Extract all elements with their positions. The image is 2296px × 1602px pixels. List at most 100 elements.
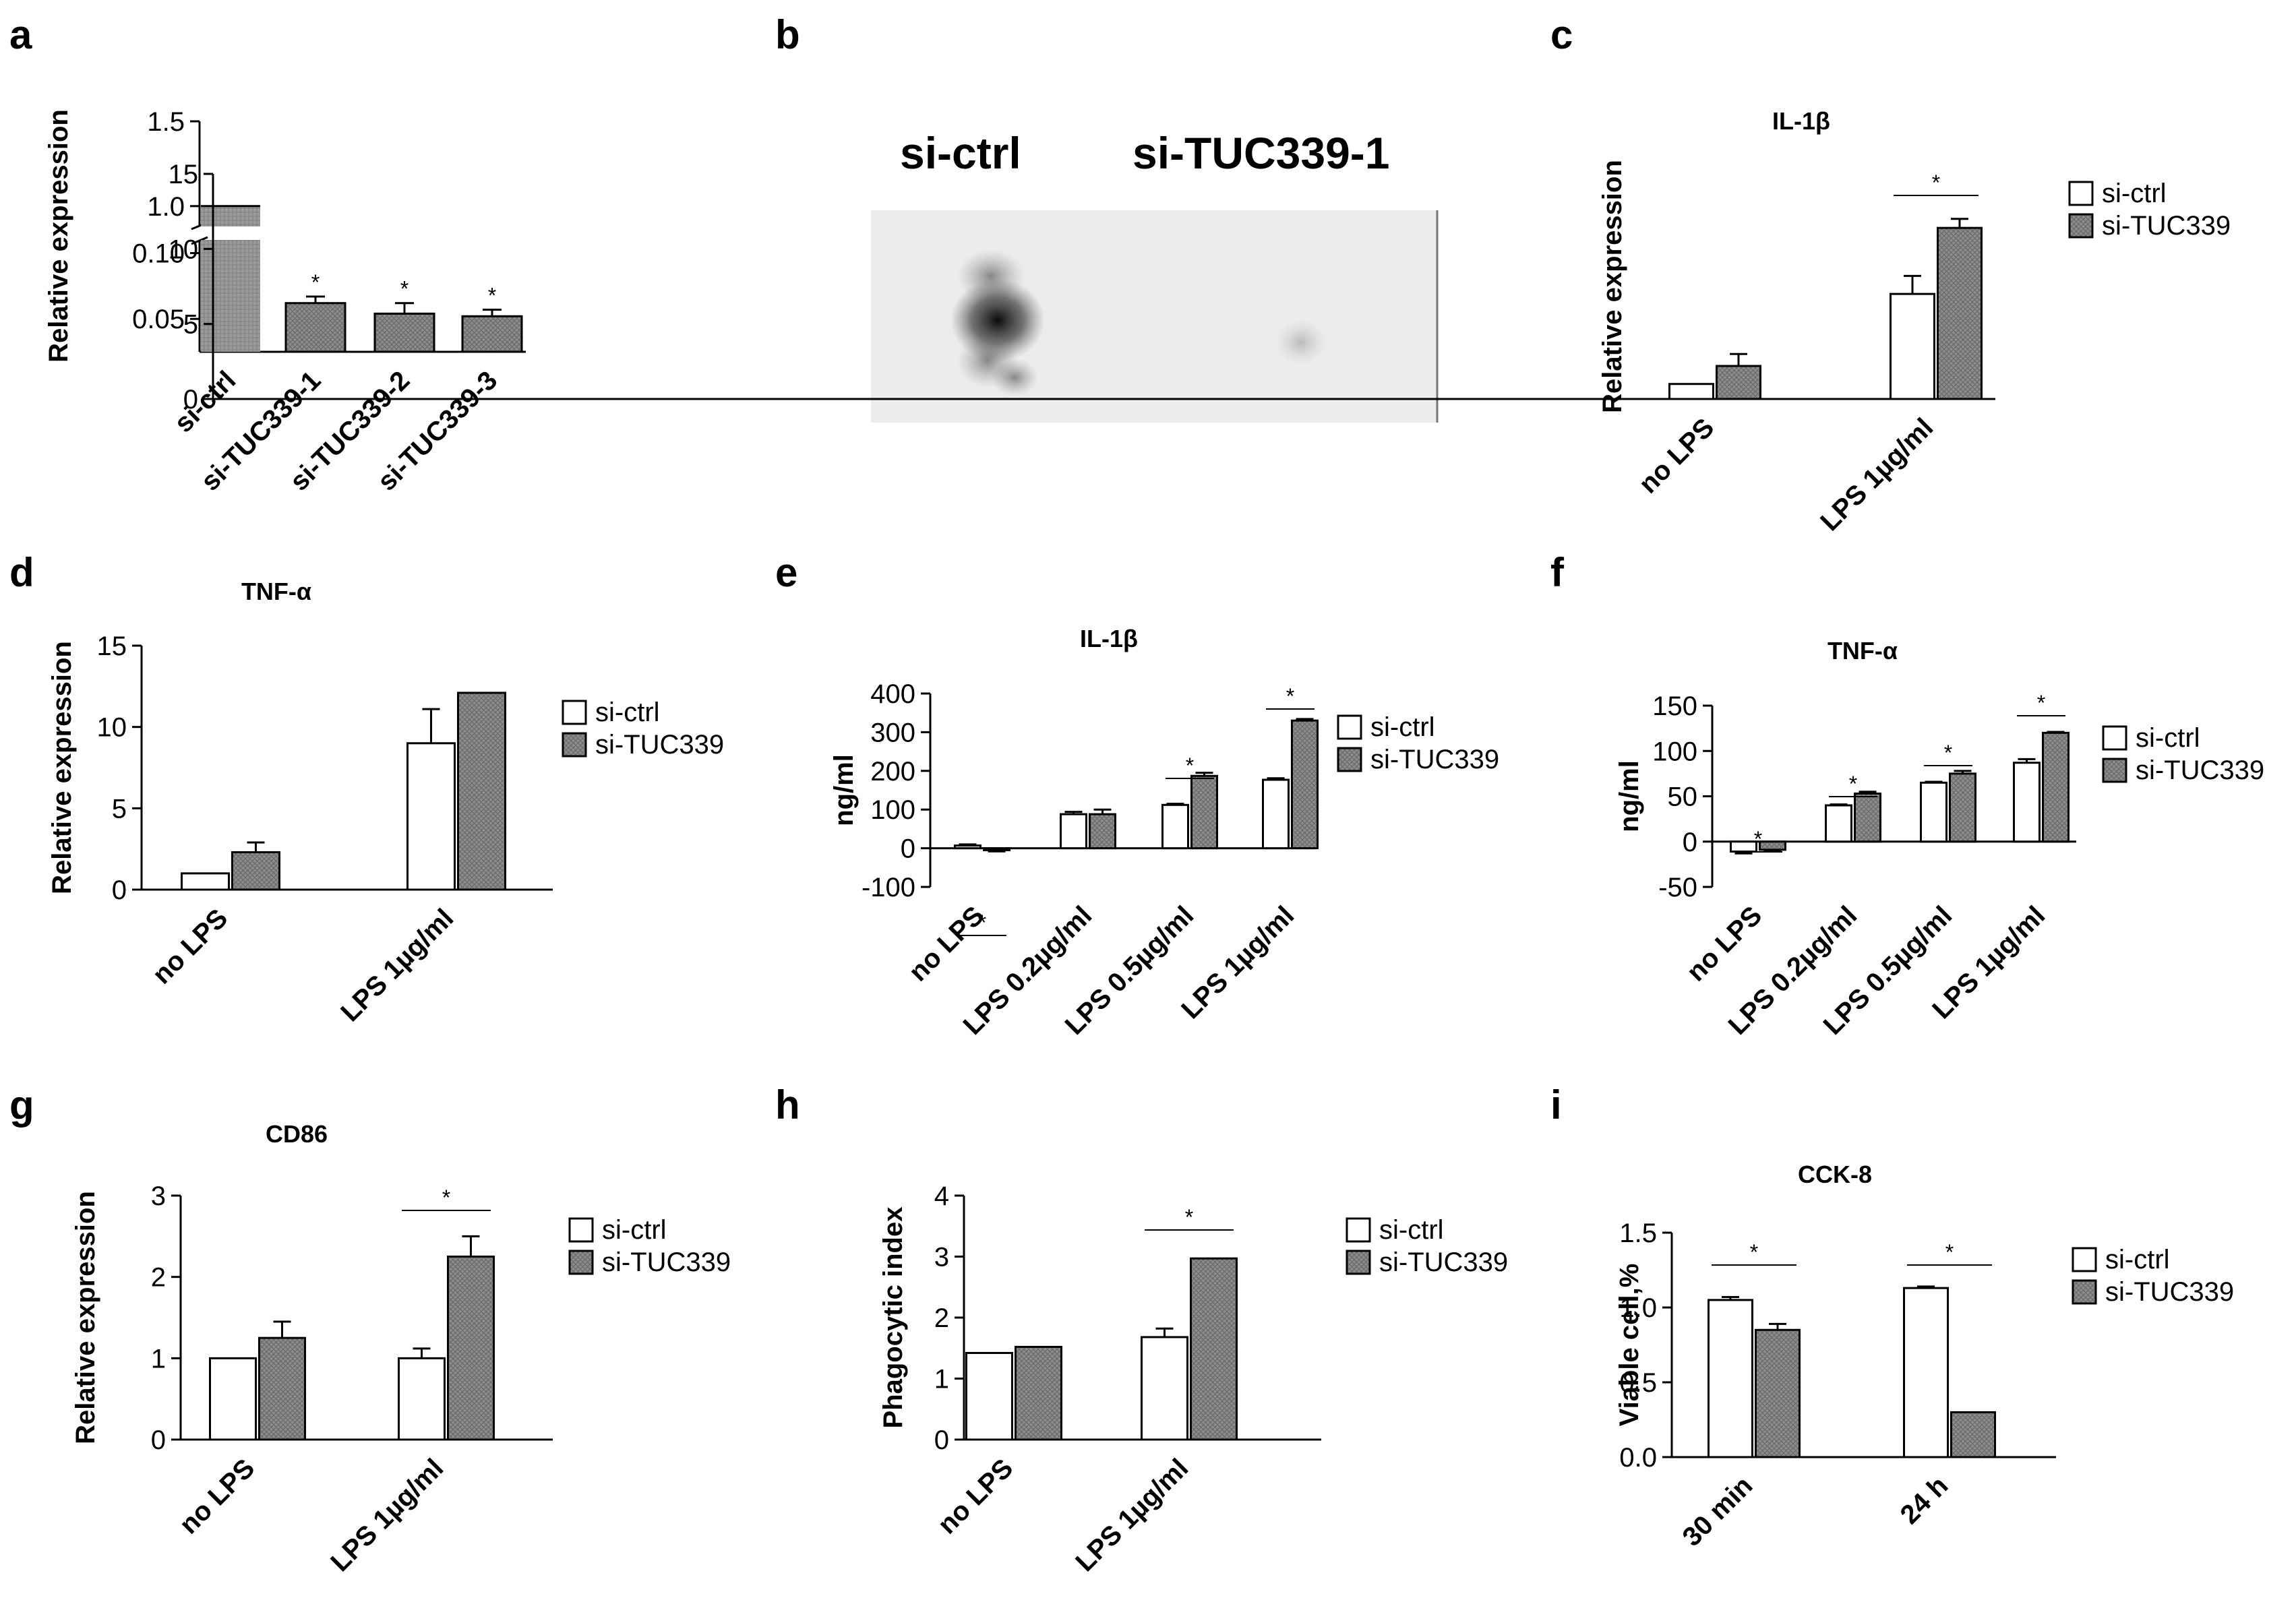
panel-label: h (775, 1082, 800, 1128)
y-tick-label: 2 (934, 1303, 949, 1333)
y-tick-label: 15 (169, 160, 199, 189)
chart-title: IL-1β (1772, 107, 1830, 135)
panel-label: g (9, 1082, 34, 1128)
legend-label: si-ctrl (595, 698, 660, 727)
significance-star: * (1186, 753, 1194, 778)
bar-si-ctrl (965, 1351, 1013, 1441)
legend-swatch (2072, 1247, 2097, 1272)
bar-si-ctrl (1730, 840, 1757, 853)
y-tick-label: 400 (870, 679, 915, 709)
x-tick-label: no LPS (1681, 900, 1768, 987)
x-tick-label: no LPS (1633, 412, 1720, 499)
bar-si-TUC339 (1759, 840, 1786, 851)
x-tick-label: no LPS (174, 1453, 261, 1540)
bar-lower (201, 240, 260, 352)
bar-si-ctrl (1668, 383, 1714, 400)
bar-si-ctrl (181, 872, 230, 891)
bar-si-ctrl (1890, 292, 1935, 400)
y-tick-label: 50 (1668, 782, 1698, 812)
x-tick-label: no LPS (932, 1453, 1019, 1540)
bar-si-ctrl (406, 742, 456, 891)
y-tick-label: 0 (934, 1425, 949, 1455)
chart-panel-i: i CCK-8 0.0 0.5 1.0 1.5 Viable cell,% * 30 min * 2… (1550, 1082, 2234, 1552)
bar-si-TUC339 (1854, 792, 1881, 843)
x-tick-label: si-ctrl (169, 365, 241, 438)
x-tick-label: LPS 1µg/ml (1070, 1453, 1194, 1577)
significance-star: * (1849, 772, 1857, 796)
chart-title: IL-1β (1080, 625, 1138, 652)
y-tick-label: 100 (1652, 737, 1697, 766)
y-tick-label: -50 (1658, 873, 1697, 902)
y-tick-label: 5 (183, 310, 198, 340)
significance-star: * (1185, 1205, 1193, 1229)
significance-star: * (1754, 827, 1762, 851)
legend-label: si-TUC339 (602, 1247, 731, 1277)
y-tick-label: 300 (870, 718, 915, 747)
legend-swatch (1337, 747, 1362, 772)
panel-label: d (9, 550, 34, 595)
bar-si-TUC339 (1716, 365, 1761, 400)
y-tick-label: 2 (151, 1263, 166, 1293)
legend-label: si-ctrl (2136, 723, 2200, 753)
y-tick-label: 0 (151, 1425, 166, 1455)
x-tick-label: 30 min (1677, 1471, 1759, 1552)
legend-label: si-ctrl (2102, 179, 2167, 208)
bar (461, 315, 523, 353)
legend-swatch (2102, 725, 2127, 751)
chart-panel-g: g CD86 0 1 2 3 Relative expression no LPS * LPS 1… (9, 1082, 731, 1577)
y-axis-label: ng/ml (829, 754, 859, 826)
chart-title: CCK-8 (1798, 1161, 1872, 1188)
bar-si-TUC339 (1015, 1345, 1062, 1441)
bar-si-TUC339 (1291, 719, 1319, 850)
bar-si-TUC339 (231, 851, 280, 891)
bar-si-TUC339 (1755, 1328, 1801, 1458)
legend-label: si-TUC339 (2105, 1277, 2234, 1307)
y-tick-label: 100 (870, 795, 915, 825)
bar-si-ctrl (1920, 781, 1947, 843)
legend-label: si-ctrl (602, 1215, 667, 1245)
y-tick-label: 1.0 (1619, 1293, 1657, 1323)
y-tick-label: 0.5 (1619, 1368, 1657, 1398)
bar-si-ctrl (954, 844, 981, 850)
y-axis-label: ng/ml (1614, 760, 1644, 832)
panel-label: c (1550, 12, 1573, 57)
legend-swatch (2102, 758, 2127, 783)
bar-si-ctrl (2013, 762, 2041, 843)
legend-swatch (568, 1250, 594, 1275)
significance-star: * (978, 911, 986, 935)
chart-title: CD86 (266, 1120, 328, 1148)
bar-si-TUC339 (457, 691, 506, 891)
legend-label: si-ctrl (1379, 1215, 1444, 1245)
y-tick-label: 5 (112, 794, 127, 824)
y-axis-label: Viable cell,% (1614, 1264, 1644, 1427)
significance-star: * (311, 270, 320, 295)
legend-swatch (1346, 1250, 1371, 1275)
legend-label: si-TUC339 (595, 730, 724, 760)
axis-break-mark (191, 236, 208, 245)
blot-lane-label: si-ctrl (900, 128, 1021, 178)
significance-star: * (488, 284, 496, 308)
blot-lane-label: si-TUC339-1 (1132, 128, 1389, 178)
y-tick-label: 0 (112, 875, 127, 905)
y-tick-label: 1 (934, 1365, 949, 1394)
legend-swatch (1346, 1217, 1371, 1243)
bar-upper (201, 206, 260, 226)
significance-star: * (1944, 741, 1952, 765)
panel-label: a (9, 12, 32, 57)
x-tick-label: 24 h (1895, 1471, 1954, 1530)
significance-star: * (1932, 171, 1940, 195)
y-tick-label: 3 (934, 1243, 949, 1272)
y-axis-label: Relative expression (1598, 160, 1627, 413)
bar-si-ctrl (1262, 778, 1290, 850)
legend-swatch (562, 732, 587, 758)
x-tick-label: LPS 1µg/ml (1815, 412, 1939, 536)
significance-star: * (1286, 684, 1294, 708)
bar-si-ctrl (1141, 1336, 1188, 1441)
y-tick-label: 0.0 (1619, 1443, 1657, 1473)
y-tick-label: 10 (97, 713, 127, 743)
legend-swatch (562, 700, 587, 725)
x-tick-label: no LPS (903, 900, 990, 987)
y-tick-label: 1 (151, 1344, 166, 1374)
